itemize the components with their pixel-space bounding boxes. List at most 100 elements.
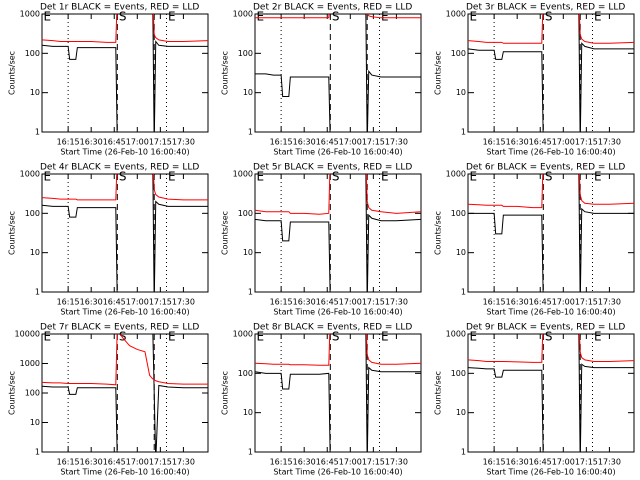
y-axis-label: Counts/sec (434, 51, 443, 95)
annotation: S (119, 10, 127, 24)
x-tick-label: 17:30 (385, 138, 408, 147)
chart-title: Det 6r BLACK = Events, RED = LLD (466, 163, 625, 173)
chart-title: Det 3r BLACK = Events, RED = LLD (466, 3, 625, 13)
plot-frame (254, 173, 422, 293)
annotation: E (257, 330, 265, 344)
x-tick-label: 16:30 (506, 138, 529, 147)
y-tick-label: 10 (30, 248, 40, 257)
annotation: E (470, 10, 478, 24)
x-tick-label: 16:45 (103, 138, 126, 147)
x-axis-label: Start Time (26-Feb-10 16:00:40) (273, 148, 402, 157)
y-tick-label: 100 (238, 369, 253, 378)
x-tick-label: 17:30 (598, 458, 621, 467)
x-tick-label: 16:15 (57, 298, 80, 307)
y-tick-label: 100 (238, 49, 253, 58)
y-tick-label: 1000 (20, 10, 40, 19)
annotation: E (44, 10, 52, 24)
x-tick-label: 17:30 (172, 298, 195, 307)
y-tick-label: 10000 (15, 330, 40, 339)
x-tick-label: 17:00 (126, 138, 149, 147)
x-axis-label: Start Time (26-Feb-10 16:00:40) (486, 308, 615, 317)
x-tick-label: 16:30 (80, 138, 103, 147)
data-line (42, 14, 208, 132)
x-tick-label: 16:30 (293, 298, 316, 307)
y-axis-label: Counts/sec (221, 371, 230, 415)
plot-frame (41, 333, 209, 453)
plot-frame (467, 333, 635, 453)
x-tick-label: 17:15 (575, 138, 598, 147)
y-tick-label: 100 (451, 49, 466, 58)
y-tick-label: 1 (461, 128, 466, 137)
data-line (42, 174, 208, 201)
x-tick-label: 16:15 (270, 138, 293, 147)
x-tick-label: 16:45 (529, 138, 552, 147)
x-axis-label: Start Time (26-Feb-10 16:00:40) (60, 468, 189, 477)
y-tick-label: 1000 (233, 330, 253, 339)
y-tick-label: 1 (461, 448, 466, 457)
y-tick-label: 1 (461, 288, 466, 297)
x-tick-label: 17:15 (149, 298, 172, 307)
chart-title: Det 7r BLACK = Events, RED = LLD (40, 323, 199, 333)
y-tick-label: 1000 (446, 10, 466, 19)
annotation: E (594, 170, 602, 184)
y-tick-label: 100 (25, 209, 40, 218)
x-tick-label: 16:30 (80, 298, 103, 307)
x-axis-label: Start Time (26-Feb-10 16:00:40) (60, 148, 189, 157)
data-line (255, 174, 421, 292)
annotation: E (257, 10, 265, 24)
y-axis-label: Counts/sec (8, 371, 17, 415)
panel: Det 5r BLACK = Events, RED = LLD 1 10 100 10… (221, 163, 422, 317)
y-tick-label: 1000 (233, 10, 253, 19)
x-tick-label: 17:00 (552, 138, 575, 147)
annotation: E (168, 330, 176, 344)
annotation: S (119, 170, 127, 184)
data-line (468, 334, 634, 452)
x-tick-label: 16:45 (529, 298, 552, 307)
x-tick-label: 17:00 (339, 458, 362, 467)
x-tick-label: 16:45 (529, 458, 552, 467)
x-tick-label: 16:45 (103, 298, 126, 307)
x-tick-label: 17:15 (575, 458, 598, 467)
annotation: E (44, 330, 52, 344)
panel: Det 1r BLACK = Events, RED = LLD 1 10 100 10… (8, 3, 209, 157)
annotation: E (168, 10, 176, 24)
annotation: E (381, 10, 389, 24)
y-tick-label: 100 (25, 389, 40, 398)
chart-title: Det 5r BLACK = Events, RED = LLD (253, 163, 412, 173)
annotation: S (545, 10, 553, 24)
plot-frame (467, 173, 635, 293)
y-tick-label: 1 (35, 448, 40, 457)
x-tick-label: 17:30 (598, 298, 621, 307)
x-tick-label: 17:00 (126, 298, 149, 307)
x-tick-label: 17:00 (552, 458, 575, 467)
y-tick-label: 1 (248, 288, 253, 297)
y-tick-label: 1000 (446, 330, 466, 339)
data-line (42, 334, 208, 452)
annotation: S (119, 330, 127, 344)
y-tick-label: 10 (456, 408, 466, 417)
panel: Det 8r BLACK = Events, RED = LLD 1 10 100 10… (221, 323, 422, 477)
plot-frame (41, 173, 209, 293)
chart-title: Det 9r BLACK = Events, RED = LLD (466, 323, 625, 333)
plot-frame (254, 13, 422, 133)
x-axis-label: Start Time (26-Feb-10 16:00:40) (273, 468, 402, 477)
y-tick-label: 1 (248, 128, 253, 137)
x-axis-label: Start Time (26-Feb-10 16:00:40) (486, 148, 615, 157)
annotation: S (332, 330, 340, 344)
x-tick-label: 17:15 (149, 458, 172, 467)
y-tick-label: 1 (248, 448, 253, 457)
x-tick-label: 17:00 (339, 298, 362, 307)
x-tick-label: 17:30 (598, 138, 621, 147)
plot-frame (254, 333, 422, 453)
panel: Det 3r BLACK = Events, RED = LLD 1 10 100 10… (434, 3, 635, 157)
annotation: S (332, 10, 340, 24)
y-tick-label: 1000 (446, 170, 466, 179)
x-tick-label: 17:15 (362, 458, 385, 467)
x-tick-label: 17:15 (362, 298, 385, 307)
y-tick-label: 10 (243, 248, 253, 257)
panel: Det 7r BLACK = Events, RED = LLD 1 10 100 10… (8, 323, 209, 477)
annotation: E (470, 330, 478, 344)
x-tick-label: 16:45 (316, 138, 339, 147)
